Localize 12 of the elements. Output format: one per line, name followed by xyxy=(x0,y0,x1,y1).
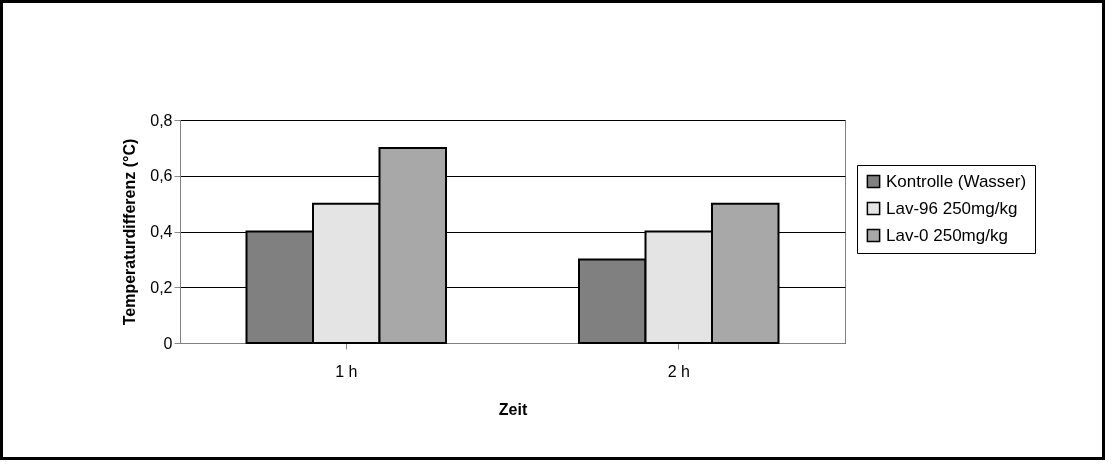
legend-label: Kontrolle (Wasser) xyxy=(886,171,1027,191)
legend-label: Lav-0 250mg/kg xyxy=(886,225,1008,245)
y-tick-label: 0,6 xyxy=(150,167,173,185)
legend-label: Lav-96 250mg/kg xyxy=(886,198,1018,218)
x-tick-label: 2 h xyxy=(667,362,690,380)
y-tick-label: 0 xyxy=(163,334,173,352)
y-axis-title: Temperaturdifferenz (°C) xyxy=(121,138,139,326)
x-axis-title: Zeit xyxy=(498,400,528,418)
y-tick-label: 0,2 xyxy=(150,278,173,296)
y-tick-label: 0,8 xyxy=(150,111,173,129)
y-tick-label: 0,4 xyxy=(150,223,173,240)
x-tick-label: 1 h xyxy=(335,362,358,380)
